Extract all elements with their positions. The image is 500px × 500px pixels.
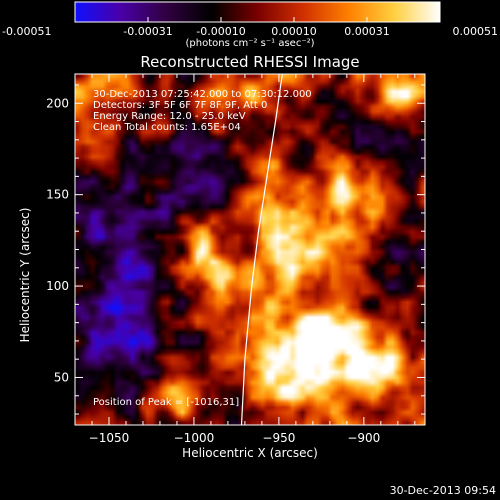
colorbar-tick-label: -0.00031 [123,25,172,38]
heatmap-image [75,74,425,425]
solar-limb-curve [240,74,283,425]
colorbar-tick-label: -0.00010 [196,25,245,38]
axis-ticks: −1050 −1000 −950 −900 50 100 150 200 [46,74,425,445]
energy-range-text: Energy Range: 12.0 - 25.0 keV [93,111,246,122]
y-axis-label: Heliocentric Y (arcsec) [18,207,32,343]
y-tick-label: 200 [46,96,69,110]
y-tick-label: 150 [46,188,69,202]
time-range-text: 30-Dec-2013 07:25:42.000 to 07:30:12.000 [93,89,312,100]
colorbar-ticks: -0.00051 -0.00031 -0.00010 0.00010 0.00031 0.… [2,17,498,38]
colorbar-unit-label: (photons cm⁻² s⁻¹ asec⁻²) [185,38,315,49]
x-axis-label: Heliocentric X (arcsec) [182,446,318,460]
peak-position-text: Position of Peak = [-1016,31] [93,397,240,408]
x-tick-label: −1050 [89,431,130,445]
x-tick-label: −950 [262,431,295,445]
detectors-text: Detectors: 3F 5F 6F 7F 8F 9F, Att 0 [93,100,268,111]
y-tick-label: 100 [46,279,69,293]
colorbar-tick-label: 0.00031 [344,25,390,38]
colorbar-gradient [74,1,441,23]
colorbar-tick-label: -0.00051 [2,25,51,38]
y-tick-label: 50 [54,370,69,384]
footer-timestamp: 30-Dec-2013 09:54 [389,484,496,497]
colorbar-tick-label: 0.00010 [271,25,317,38]
colorbar: -0.00051 -0.00031 -0.00010 0.00010 0.00031 0.… [2,1,498,38]
clean-counts-text: Clean Total counts: 1.65E+04 [93,122,241,133]
plot-title: Reconstructed RHESSI Image [140,53,360,71]
x-tick-label: −900 [347,431,380,445]
x-tick-label: −1000 [174,431,215,445]
colorbar-tick-label: 0.00051 [453,25,499,38]
